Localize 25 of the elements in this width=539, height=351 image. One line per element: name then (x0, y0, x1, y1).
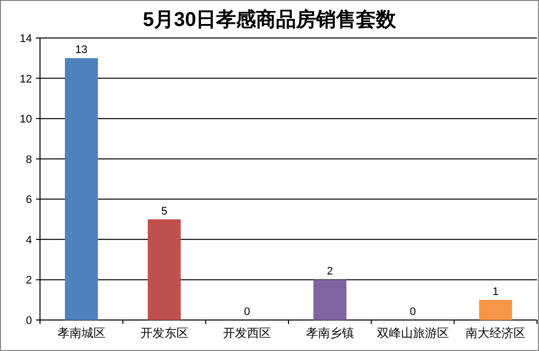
y-tick-label: 4 (26, 234, 32, 246)
y-tick-label: 14 (20, 33, 32, 45)
bar (479, 300, 512, 320)
bar (148, 219, 181, 320)
y-tick-label: 12 (20, 73, 32, 86)
bar (313, 280, 346, 320)
x-tick-label: 开发西区 (223, 326, 272, 340)
y-tick-label: 8 (26, 154, 32, 166)
bar (64, 58, 98, 320)
data-label: 1 (492, 286, 499, 298)
x-tick-label: 开发东区 (140, 326, 188, 340)
x-tick-label: 孝南乡镇 (306, 326, 354, 340)
title: 5月30日孝感商品房销售套数 (142, 9, 396, 31)
y-tick-label: 0 (26, 315, 32, 327)
data-label: 5 (161, 205, 168, 218)
data-label: 0 (410, 306, 416, 318)
y-tick-label: 2 (26, 274, 32, 287)
data-label: 2 (326, 266, 333, 278)
x-tick-label: 双峰山旅游区 (376, 326, 449, 340)
data-label: 0 (244, 306, 250, 318)
x-tick-label: 孝南城区 (57, 326, 106, 340)
y-tick-label: 6 (26, 194, 32, 206)
x-tick-label: 南大经济区 (466, 326, 526, 340)
data-label: 13 (75, 44, 88, 56)
y-tick-label: 10 (20, 114, 32, 126)
